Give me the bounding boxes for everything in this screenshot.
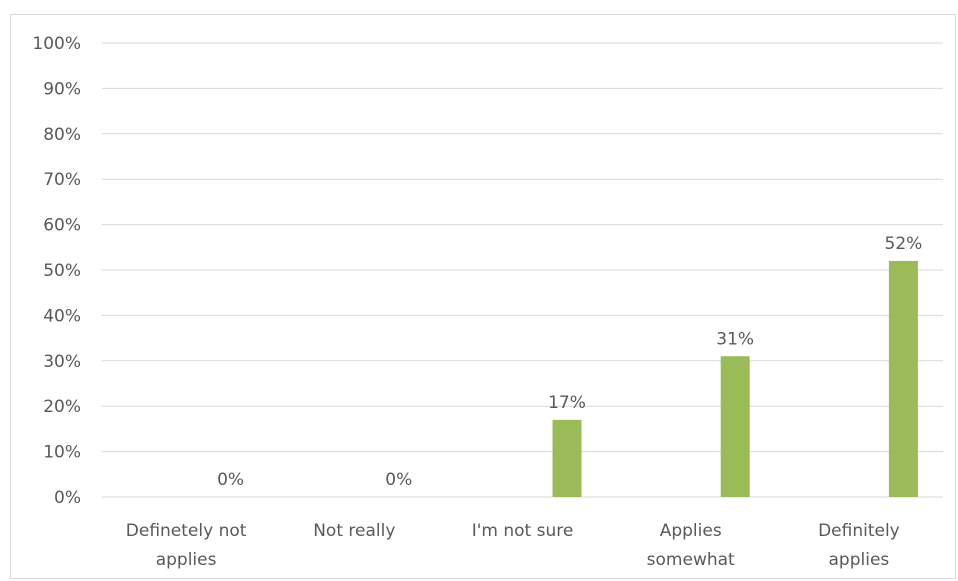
y-tick-label: 10%: [43, 443, 81, 463]
data-label: 0%: [385, 470, 412, 490]
x-tick-label: Applies somewhat: [647, 521, 735, 570]
bar: [888, 260, 918, 497]
y-tick-label: 30%: [43, 352, 81, 372]
bar: [720, 356, 750, 497]
data-label: 31%: [716, 329, 754, 349]
y-tick-label: 0%: [54, 488, 81, 508]
x-tick-label: Definetely not applies: [126, 521, 247, 570]
chart-frame: [10, 14, 956, 579]
y-tick-label: 100%: [32, 34, 81, 54]
y-tick-label: 90%: [43, 79, 81, 99]
data-label: 52%: [885, 234, 923, 254]
bar: [552, 419, 582, 497]
y-tick-label: 40%: [43, 306, 81, 326]
x-tick-label: I'm not sure: [472, 521, 574, 541]
y-tick-label: 20%: [43, 397, 81, 417]
data-label: 17%: [548, 393, 586, 413]
data-label: 0%: [217, 470, 244, 490]
y-tick-label: 60%: [43, 216, 81, 236]
x-tick-label: Not really: [313, 521, 395, 541]
y-tick-label: 70%: [43, 170, 81, 190]
y-tick-label: 80%: [43, 125, 81, 145]
y-tick-label: 50%: [43, 261, 81, 281]
x-tick-label: Definitely applies: [818, 521, 900, 570]
